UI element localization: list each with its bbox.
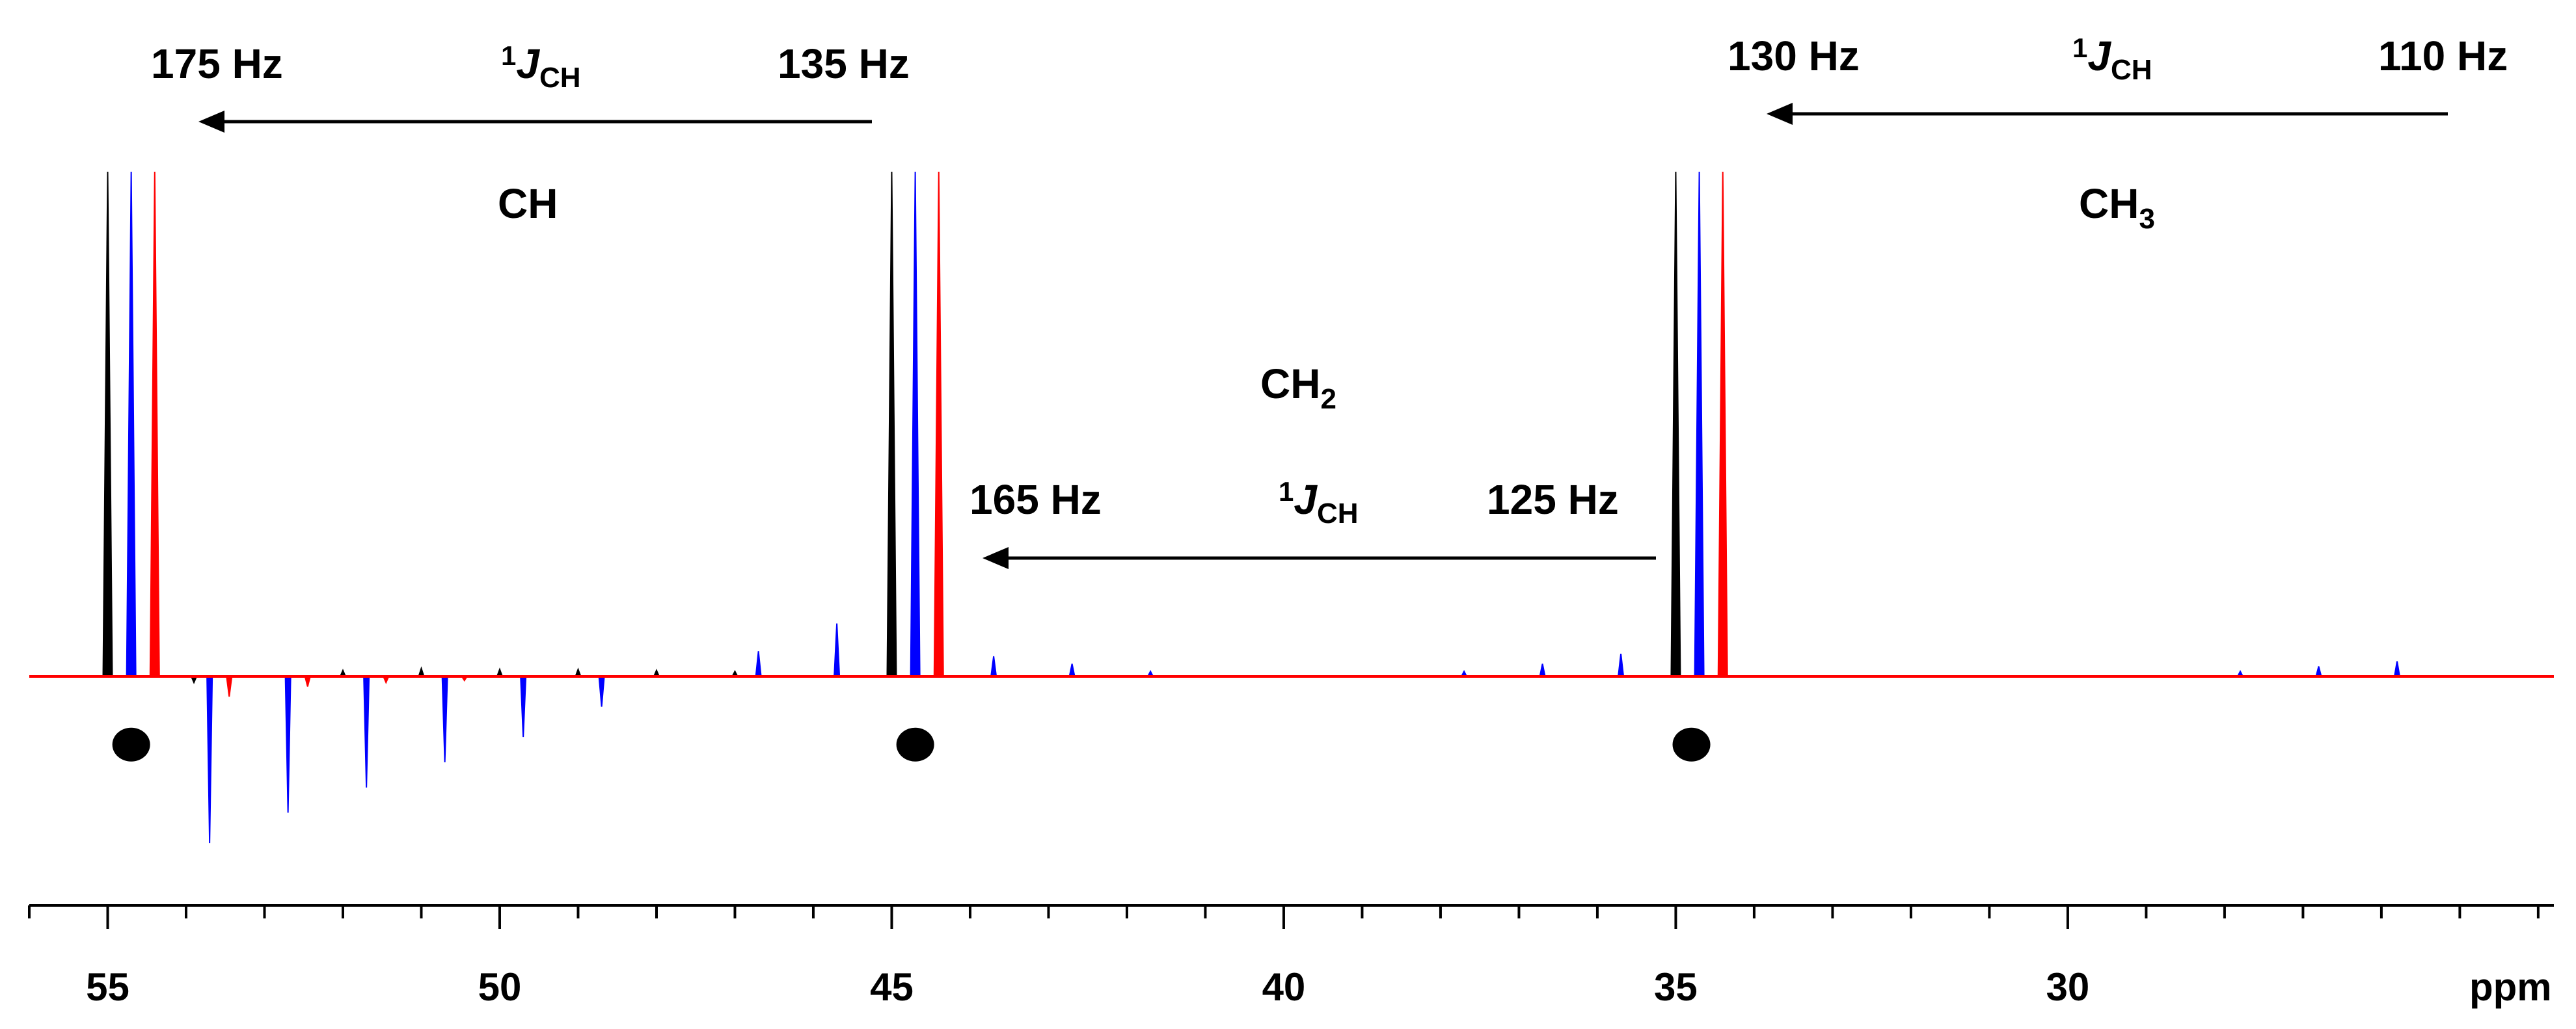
quaternary-marker-1 <box>896 727 934 762</box>
marker-layer <box>112 727 1711 762</box>
x-tick-label-30: 30 <box>2046 965 2090 1009</box>
x-tick-label-40: 40 <box>1262 965 1306 1009</box>
series-1-peak-6 <box>441 676 448 762</box>
series-1-peak-8 <box>598 676 605 707</box>
ch-group-annotation: 175 Hz 135 Hz 1JCH CH <box>151 40 910 227</box>
ch3-coupling-label: 1JCH <box>2072 33 2152 86</box>
ch3-group-annotation: 130 Hz 110 Hz 1JCH CH3 <box>1728 33 2508 235</box>
ch2-group-annotation: CH2 165 Hz 125 Hz 1JCH <box>969 360 1619 529</box>
series-2-peak-6 <box>460 676 468 682</box>
ch2-coupling-label: 1JCH <box>1279 476 1359 529</box>
series-1-peak-5 <box>363 676 370 788</box>
series-2-peak-0 <box>149 171 160 677</box>
series-2-peak-5 <box>382 676 390 684</box>
ch2-arrow <box>983 547 1656 569</box>
quaternary-marker-0 <box>112 727 150 762</box>
x-tick-label-35: 35 <box>1654 965 1698 1009</box>
series-2-peak-1 <box>933 171 944 677</box>
series-1-peak-3 <box>206 676 213 844</box>
series-1-peak-18 <box>2315 666 2322 677</box>
ch-coupling-label: 1JCH <box>501 40 581 94</box>
series-0-peak-0 <box>102 171 113 677</box>
spectra-layer <box>29 171 2554 844</box>
series-2-peak-3 <box>226 676 233 697</box>
x-tick-label-50: 50 <box>478 965 522 1009</box>
x-tick-label-55: 55 <box>86 965 129 1009</box>
series-1-peak-2 <box>1694 171 1705 677</box>
series-2-peak-4 <box>304 676 312 687</box>
ch2-group-label: CH2 <box>1260 360 1336 415</box>
x-axis-ticks: 55 50 45 40 35 30 <box>28 905 2540 1009</box>
series-0-peak-1 <box>886 171 897 677</box>
series-2 <box>29 171 2554 697</box>
series-1-peak-12 <box>1068 663 1076 677</box>
quaternary-marker-2 <box>1672 727 1711 762</box>
series-1-peak-1 <box>910 171 921 677</box>
series-0 <box>29 171 2554 684</box>
series-1-peak-19 <box>2393 661 2401 677</box>
ch-group-label: CH <box>498 180 558 227</box>
series-1-peak-16 <box>1617 653 1625 677</box>
x-axis-label: ppm <box>2469 965 2552 1009</box>
ch-right-hz: 135 Hz <box>778 40 910 87</box>
series-1-peak-11 <box>990 656 997 677</box>
ch3-right-hz: 110 Hz <box>2378 33 2508 79</box>
series-0-peak-2 <box>1670 171 1681 677</box>
ch-arrow <box>198 111 872 133</box>
ch3-arrow <box>1767 103 2448 125</box>
series-1-peak-15 <box>1539 663 1546 677</box>
ch2-left-hz: 165 Hz <box>969 476 1102 523</box>
series-1-peak-4 <box>284 676 291 813</box>
series-1-peak-7 <box>520 676 527 738</box>
series-2-peak-2 <box>1717 171 1728 677</box>
ch-left-hz: 175 Hz <box>151 40 283 87</box>
ch3-group-label: CH3 <box>2079 180 2155 235</box>
series-1-peak-9 <box>755 651 762 677</box>
series-1-peak-0 <box>126 171 137 677</box>
ch2-right-hz: 125 Hz <box>1487 476 1619 523</box>
ch3-left-hz: 130 Hz <box>1728 33 1860 79</box>
x-tick-label-45: 45 <box>870 965 914 1009</box>
series-1-peak-10 <box>834 623 841 677</box>
